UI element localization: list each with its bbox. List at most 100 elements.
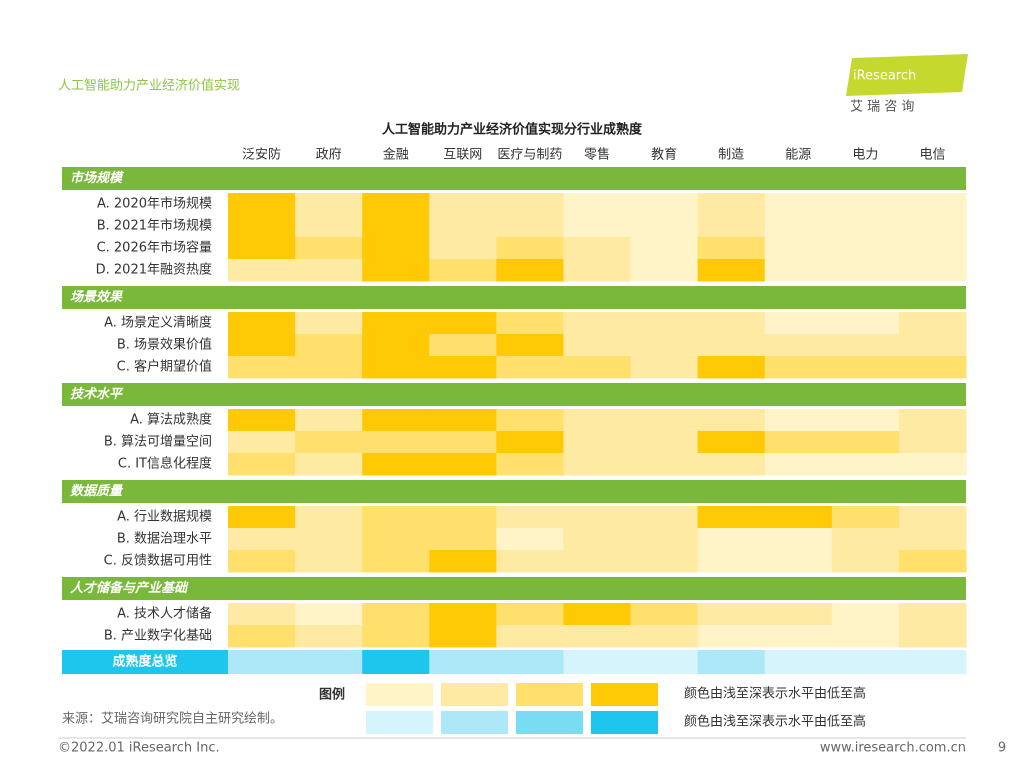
heat-cell <box>764 409 833 432</box>
heat-cell <box>362 603 430 626</box>
heat-cell <box>831 506 900 529</box>
row-label: A. 行业数据规模 <box>117 510 212 525</box>
row-bg <box>62 625 228 647</box>
heat-cell <box>295 506 363 529</box>
row-bg <box>62 193 228 215</box>
heat-cell <box>898 453 967 476</box>
heat-cell <box>563 625 632 648</box>
heat-cell <box>228 431 296 454</box>
heat-cell <box>764 550 833 573</box>
overview-cell <box>630 650 699 674</box>
logo-subtitle: 艾 瑞 咨 询 <box>850 100 914 115</box>
row-label: B. 2021年市场规模 <box>97 218 212 234</box>
heat-cell <box>630 506 699 529</box>
column-header: 教育 <box>651 147 677 163</box>
heat-cell <box>630 528 699 551</box>
heat-cell <box>496 625 564 648</box>
heat-cell <box>228 312 296 335</box>
heat-cell <box>630 625 699 648</box>
heat-cell <box>429 259 497 282</box>
heat-cell <box>362 550 430 573</box>
column-header: 互联网 <box>443 148 482 163</box>
row-bg <box>62 334 228 356</box>
heat-cell <box>898 237 967 260</box>
heat-cell <box>496 215 564 238</box>
heat-cell <box>898 603 967 626</box>
heat-cell <box>228 237 296 260</box>
heat-cell <box>898 506 967 529</box>
heat-cell <box>362 312 430 335</box>
heat-cell <box>295 431 363 454</box>
row-label: A. 2020年市场规模 <box>97 196 212 212</box>
heat-cell <box>697 453 766 476</box>
row-label: B. 场景效果价值 <box>117 337 212 353</box>
heat-cell <box>764 603 833 626</box>
row-bg <box>62 237 228 259</box>
group-bar <box>62 167 966 190</box>
heat-cell <box>697 356 766 379</box>
heat-cell <box>429 334 497 357</box>
heat-cell <box>362 215 430 238</box>
heat-cell <box>362 334 430 357</box>
heat-cell <box>898 312 967 335</box>
column-header: 制造 <box>718 148 744 163</box>
heat-cell <box>295 334 363 357</box>
heat-cell <box>496 356 564 379</box>
heat-cell <box>228 259 296 282</box>
heat-cell <box>228 550 296 573</box>
column-header: 金融 <box>383 147 409 163</box>
heat-cell <box>630 312 699 335</box>
group-label: 场景效果 <box>70 289 123 305</box>
row-bg <box>62 506 228 528</box>
heat-cell <box>429 603 497 626</box>
heat-cell <box>295 603 363 626</box>
heat-cell <box>898 431 967 454</box>
heat-cell <box>831 312 900 335</box>
heat-cell <box>831 215 900 238</box>
heat-cell <box>228 409 296 432</box>
overview-cell <box>362 650 430 674</box>
row-label: A. 技术人才储备 <box>117 606 212 622</box>
heat-cell <box>362 237 430 260</box>
heat-cell <box>429 312 497 335</box>
heat-cell <box>496 409 564 432</box>
heat-cell <box>697 334 766 357</box>
row-bg <box>62 259 228 281</box>
overview-cell <box>295 650 363 674</box>
heat-cell <box>630 259 699 282</box>
heat-cell <box>429 409 497 432</box>
heat-cell <box>563 409 632 432</box>
heat-cell <box>295 528 363 551</box>
heat-cell <box>831 356 900 379</box>
heat-cell <box>563 506 632 529</box>
group-bar <box>62 480 966 503</box>
heat-cell <box>362 431 430 454</box>
heat-cell <box>228 334 296 357</box>
heat-cell <box>429 356 497 379</box>
heat-cell <box>295 237 363 260</box>
group-bar <box>62 577 966 600</box>
heat-cell <box>563 431 632 454</box>
column-header: 电力 <box>852 148 878 163</box>
overview-cell <box>496 650 564 674</box>
heat-cell <box>228 193 296 216</box>
heat-cell <box>630 550 699 573</box>
heat-cell <box>429 431 497 454</box>
group-label: 人才储备与产业基础 <box>70 580 189 596</box>
column-header: 政府 <box>316 148 342 163</box>
logo-name: iResearch <box>853 69 916 84</box>
page-number: 9 <box>998 741 1006 756</box>
heat-cell <box>898 259 967 282</box>
heat-cell <box>563 259 632 282</box>
heat-cell <box>831 431 900 454</box>
heat-cell <box>496 453 564 476</box>
heat-cell <box>362 453 430 476</box>
row-bg <box>62 431 228 453</box>
group-label: 市场规模 <box>70 170 125 186</box>
heat-cell <box>630 237 699 260</box>
heat-cell <box>697 237 766 260</box>
heat-cell <box>228 625 296 648</box>
heat-cell <box>898 625 967 648</box>
heat-cell <box>697 506 766 529</box>
